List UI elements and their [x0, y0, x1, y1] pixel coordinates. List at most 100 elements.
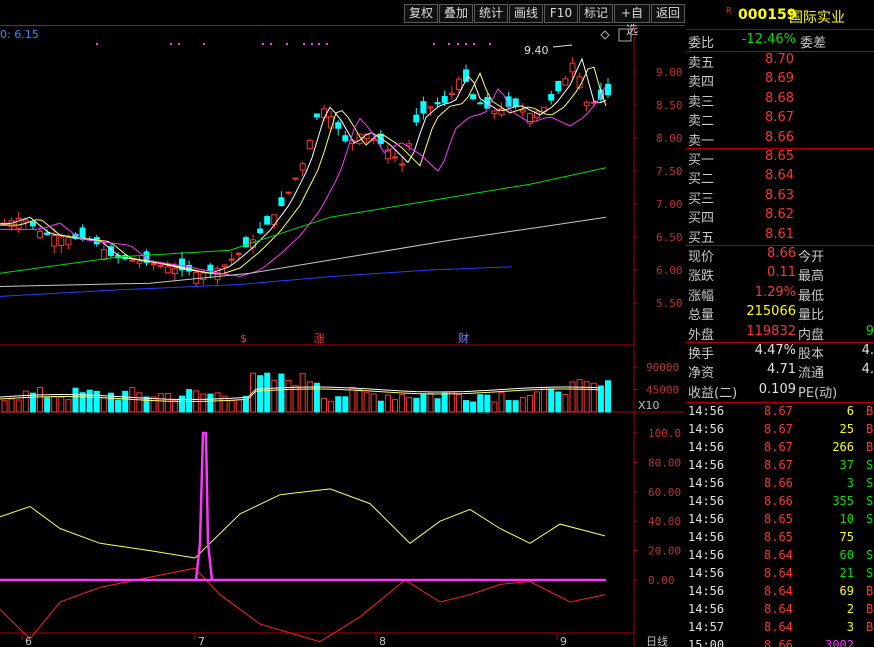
volume-bar: [122, 390, 129, 413]
volume-axis-label: 45000: [646, 384, 679, 397]
statistics-button[interactable]: 统计: [474, 4, 508, 23]
candle-body: [171, 267, 178, 275]
tick-side: S: [866, 548, 874, 562]
volume-bar: [228, 400, 235, 413]
fundamental-value: 4.71: [767, 362, 796, 378]
tick-price: 8.66: [764, 476, 793, 490]
volume-bar: [441, 392, 448, 413]
buy-level-row: 买三 8.63: [686, 188, 874, 207]
buy-level-row: 买四 8.62: [686, 207, 874, 226]
candle-body: [200, 272, 207, 281]
candle-body: [562, 78, 569, 86]
back-button[interactable]: 返回: [651, 4, 685, 23]
volume-bar: [214, 392, 221, 413]
candle-body: [470, 94, 477, 100]
candle-body: [164, 266, 171, 274]
volume-bar: [363, 392, 370, 413]
tick-time: 14:56: [688, 422, 725, 436]
candle-body: [399, 163, 406, 166]
volume-bar: [427, 392, 434, 413]
tick-price: 8.64: [764, 566, 793, 580]
volume-bar: [484, 394, 491, 413]
tick-volume: 3002: [825, 638, 854, 647]
buy-level-label: 买一: [688, 153, 715, 168]
volume-bar: [413, 397, 420, 413]
event-label: $: [240, 332, 247, 345]
moving-average-line: [0, 167, 607, 274]
event-label: 财: [458, 331, 469, 345]
tick-time: 14:56: [688, 458, 725, 472]
quote-stat-row: 涨幅 1.29% 最低: [686, 285, 874, 304]
tick-price: 8.64: [764, 548, 793, 562]
kline-chart[interactable]: 9.00 8.50 8.00 7.50 7.00 6.50 6.00 5.50 90000 450…: [0, 0, 685, 647]
tick-volume: 355: [832, 494, 854, 508]
sell-level-row: 卖一 8.66: [686, 130, 874, 149]
volume-bar: [569, 381, 576, 413]
volume-bar: [72, 387, 79, 413]
buy-level-price: 8.62: [765, 207, 794, 223]
candle-body: [157, 264, 164, 267]
candle-body: [434, 102, 441, 105]
indicator-axis-label: 60.00: [648, 486, 681, 499]
sell-level-price: 8.66: [765, 129, 794, 145]
indicator-axis-label: 40.00: [648, 515, 681, 528]
stat-label: 涨幅: [688, 288, 715, 304]
volume-bar: [292, 385, 299, 413]
indicator-line-yellow: [0, 488, 606, 559]
tick-time: 14:56: [688, 566, 725, 580]
f10-button[interactable]: F10: [544, 4, 578, 23]
volume-bar: [356, 389, 363, 413]
volume-bar: [370, 393, 377, 413]
volume-bar: [257, 375, 264, 413]
volume-bar: [321, 397, 327, 413]
chart-toolbar: 复权 叠加 统计 画线 F10 标记 +自选 返回: [0, 0, 685, 37]
fundamental-row: 收益(二) 0.109 PE(动): [686, 382, 874, 401]
tick-volume: 3: [846, 620, 854, 634]
fuquan-button[interactable]: 复权: [404, 4, 438, 23]
candle-body: [313, 113, 320, 118]
volume-bar: [349, 386, 356, 413]
candle-body: [342, 135, 349, 142]
candle-body: [242, 237, 249, 248]
stock-header: R 000159 国际实业: [686, 0, 874, 30]
tick-row: 14:56 8.66 3 S: [686, 476, 874, 494]
candle-body: [583, 101, 590, 107]
volume-bar: [207, 393, 214, 413]
signal-dot: [465, 43, 467, 45]
buy-level-row: 买五 8.61: [686, 227, 874, 246]
tick-volume: 75: [839, 530, 854, 544]
fundamental-label: 净资: [688, 366, 715, 382]
sell-level-price: 8.67: [765, 110, 794, 126]
quote-stat-row: 现价 8.66 今开: [686, 246, 874, 265]
price-axis-label: 8.00: [656, 132, 683, 145]
candle-body: [264, 216, 271, 225]
volume-bar: [420, 393, 427, 413]
volume-bar: [186, 389, 193, 413]
volume-bar: [150, 396, 157, 413]
candle-body: [569, 62, 576, 73]
draw-line-button[interactable]: 画线: [509, 4, 543, 23]
candle-body: [15, 217, 22, 229]
tick-price: 8.67: [764, 404, 793, 418]
volume-bar: [264, 372, 271, 413]
diamond-icon: [600, 30, 610, 40]
add-watchlist-button[interactable]: +自选: [614, 4, 650, 37]
volume-bar: [562, 393, 569, 413]
moving-average-line: [0, 84, 607, 277]
indicator-axis-label: 100.0: [648, 427, 681, 440]
signal-dot: [311, 43, 313, 45]
weicha-label: 委差: [800, 36, 827, 51]
volume-bar: [541, 387, 548, 413]
signal-dot: [457, 43, 459, 45]
signal-dot: [270, 43, 272, 45]
volume-bar: [299, 373, 306, 413]
candle-body: [79, 227, 86, 240]
stock-name: 国际实业: [789, 10, 845, 26]
overlay-button[interactable]: 叠加: [439, 4, 473, 23]
volume-bar: [115, 399, 122, 413]
price-axis-label: 7.00: [656, 198, 683, 211]
indicator-axis-label: 0.00: [648, 574, 675, 587]
mark-button[interactable]: 标记: [579, 4, 613, 23]
volume-bar: [342, 396, 349, 413]
tick-side: S: [866, 512, 874, 526]
